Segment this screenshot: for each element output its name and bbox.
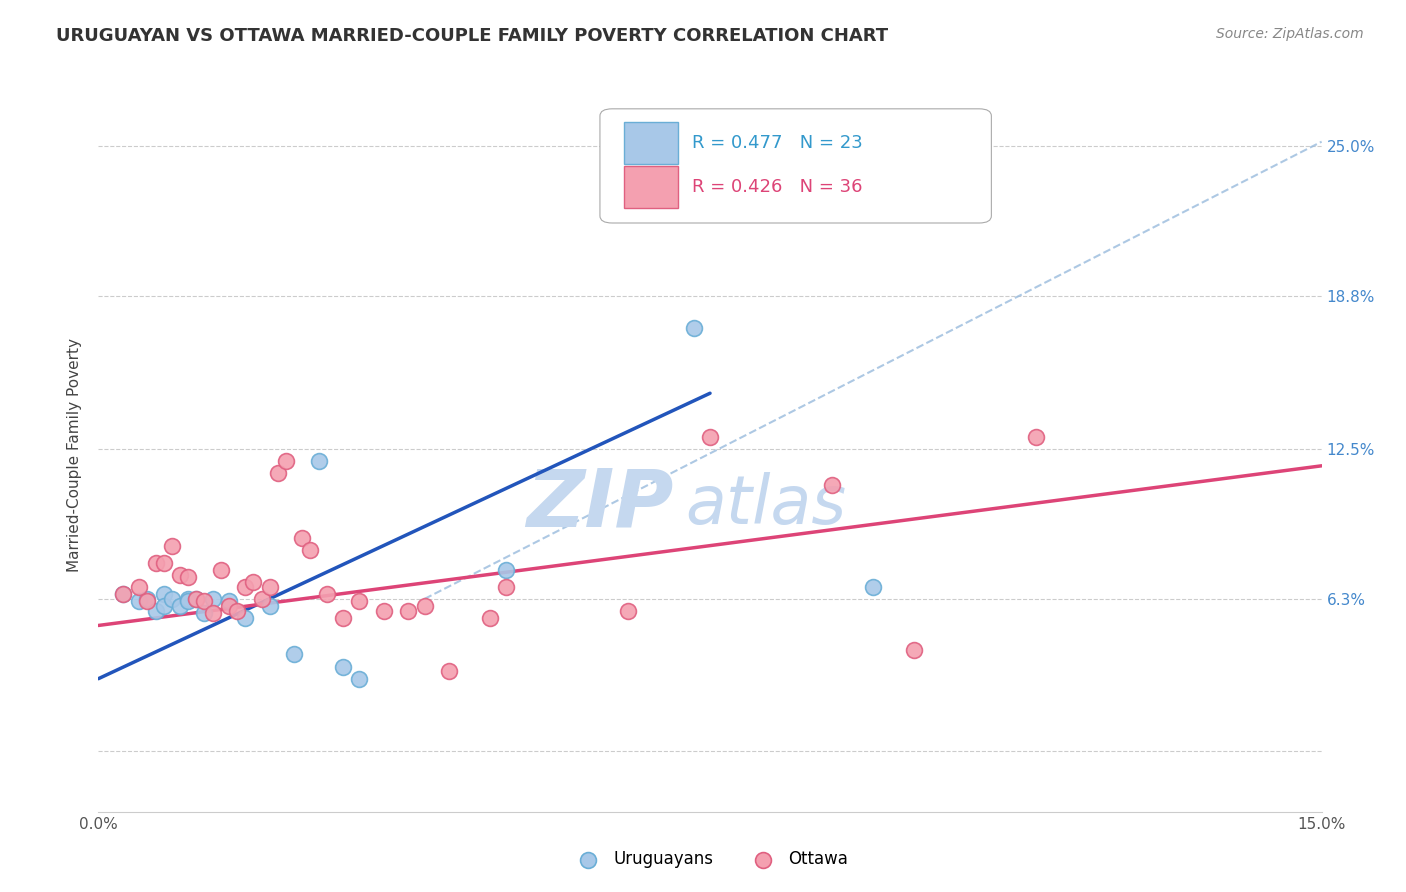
Point (332, 611, 354, 625)
Text: atlas: atlas (686, 472, 846, 538)
Point (495, 563, 517, 577)
Point (160, 539, 183, 553)
Point (152, 599, 174, 613)
Text: R = 0.477   N = 23: R = 0.477 N = 23 (692, 134, 862, 152)
Point (152, 556, 174, 570)
Point (186, 591, 208, 606)
Point (177, 594, 200, 608)
FancyBboxPatch shape (624, 166, 678, 209)
Point (413, 599, 436, 613)
Point (218, 594, 240, 608)
Text: URUGUAYAN VS OTTAWA MARRIED-COUPLE FAMILY POVERTY CORRELATION CHART: URUGUAYAN VS OTTAWA MARRIED-COUPLE FAMIL… (56, 27, 889, 45)
Point (152, 587, 174, 601)
Point (373, 604, 395, 618)
Point (169, 567, 191, 582)
Point (315, 587, 337, 601)
Point (145, 556, 167, 570)
Point (259, 580, 281, 594)
Point (495, 580, 517, 594)
Point (1025, 430, 1047, 444)
Point (201, 607, 224, 621)
Point (274, 454, 297, 468)
Point (478, 611, 501, 625)
Point (218, 599, 240, 613)
Point (111, 587, 134, 601)
Point (177, 591, 200, 606)
Text: Source: ZipAtlas.com: Source: ZipAtlas.com (1216, 27, 1364, 41)
Point (209, 563, 232, 577)
Point (177, 570, 200, 584)
Point (349, 594, 371, 608)
Point (617, 604, 640, 618)
Point (128, 594, 150, 608)
Point (259, 599, 281, 613)
Point (308, 454, 330, 468)
Point (349, 672, 371, 686)
Point (136, 591, 159, 606)
Point (242, 574, 264, 589)
FancyBboxPatch shape (624, 122, 678, 164)
Point (283, 648, 305, 662)
Point (111, 587, 134, 601)
Point (201, 591, 224, 606)
Text: ZIP: ZIP (526, 466, 673, 544)
Point (699, 430, 721, 444)
Point (332, 659, 354, 673)
Point (193, 594, 215, 608)
Point (250, 591, 273, 606)
Point (903, 642, 925, 657)
Point (169, 599, 191, 613)
Point (193, 607, 215, 621)
Point (821, 478, 844, 492)
Legend: Uruguayans, Ottawa: Uruguayans, Ottawa (565, 844, 855, 875)
Point (160, 591, 183, 606)
Point (396, 604, 419, 618)
Point (682, 321, 704, 335)
Point (186, 591, 208, 606)
Point (233, 611, 256, 625)
Point (145, 604, 167, 618)
Point (267, 466, 290, 480)
Y-axis label: Married-Couple Family Poverty: Married-Couple Family Poverty (67, 338, 83, 572)
Point (128, 580, 150, 594)
Point (862, 580, 884, 594)
Point (437, 665, 460, 679)
Text: R = 0.426   N = 36: R = 0.426 N = 36 (692, 178, 862, 196)
Point (291, 532, 314, 546)
Point (136, 594, 159, 608)
FancyBboxPatch shape (600, 109, 991, 223)
Point (233, 580, 256, 594)
Point (299, 543, 322, 558)
Point (226, 604, 249, 618)
